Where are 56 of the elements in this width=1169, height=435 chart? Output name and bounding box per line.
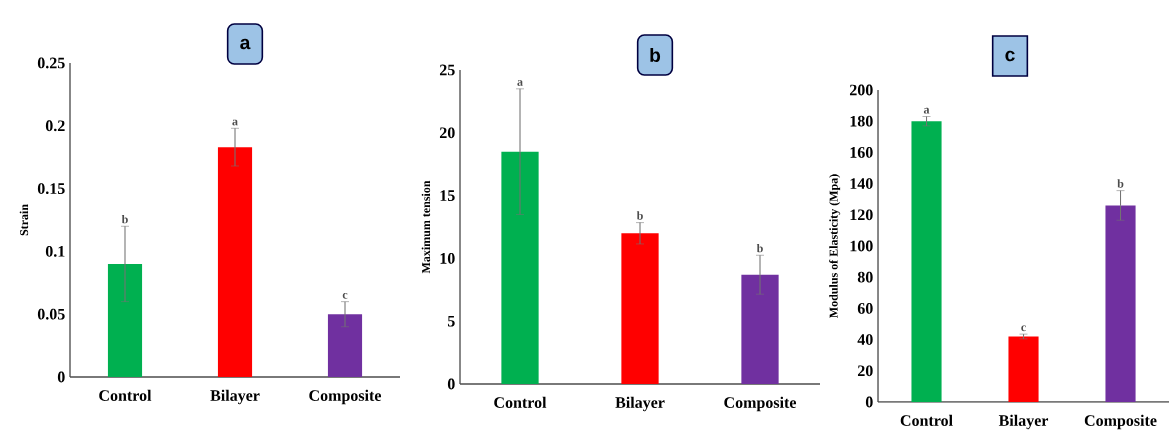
y-tick-label: 200 (849, 84, 873, 96)
x-tick-label: Control (900, 414, 953, 426)
y-tick-label: 0 (447, 378, 455, 390)
y-tick-label: 80 (857, 271, 873, 283)
x-tick-label: Bilayer (615, 396, 665, 412)
y-tick-label: 120 (850, 209, 873, 221)
chart-title: b (650, 47, 661, 63)
y-tick-label: 20 (439, 127, 455, 139)
x-tick-label: Control (99, 389, 152, 401)
y-tick-label: 0 (865, 396, 873, 408)
bar (621, 233, 659, 384)
y-tick-label: 0.15 (37, 183, 65, 195)
y-tick-label: 15 (440, 190, 455, 201)
x-tick-label: Composite (309, 389, 382, 405)
annotation: c (342, 292, 348, 299)
y-tick-label: 180 (850, 115, 873, 127)
bar (1105, 205, 1136, 402)
y-tick-label: 10 (440, 253, 455, 264)
y-tick-label: 160 (850, 146, 873, 158)
x-tick-label: Bilayer (998, 414, 1049, 430)
bar (217, 147, 253, 377)
y-tick-label: 20 (857, 365, 873, 377)
bar (107, 263, 143, 377)
chart-title: a (240, 38, 251, 50)
y-tick-label: 0.2 (45, 120, 65, 132)
bar (1008, 336, 1039, 402)
y-tick-label: 0 (57, 371, 65, 383)
x-tick-label: Control (494, 396, 547, 408)
y-tick-label: 140 (850, 178, 873, 189)
x-tick-label: Composite (1084, 414, 1157, 430)
annotation: b (121, 214, 128, 224)
y-axis-title: Maximum tension (421, 180, 431, 274)
bar (741, 274, 779, 384)
x-tick-label: Bilayer (210, 389, 260, 405)
y-tick-label: 40 (857, 334, 873, 345)
y-axis-title: Modulus of Elasticity (Mpa) (829, 174, 841, 318)
annotation: b (636, 211, 643, 220)
y-axis-title: Strain (19, 204, 29, 236)
bar (327, 314, 363, 377)
bar (911, 121, 942, 402)
annotation: a (923, 107, 930, 114)
y-tick-label: 25 (439, 64, 455, 76)
y-tick-label: 60 (857, 303, 873, 314)
y-tick-label: 0.1 (45, 245, 65, 257)
y-tick-label: 5 (447, 315, 455, 327)
annotation: a (517, 80, 523, 86)
annotation: a (232, 119, 238, 126)
bar (501, 151, 539, 384)
annotation: c (1021, 325, 1026, 332)
annotation: b (756, 243, 763, 253)
chart-title: c (1005, 50, 1015, 62)
y-tick-label: 0.05 (37, 308, 65, 320)
x-tick-label: Composite (724, 396, 797, 412)
y-tick-label: 100 (850, 240, 873, 252)
annotation: b (1117, 179, 1124, 188)
y-tick-label: 0.25 (37, 57, 65, 69)
